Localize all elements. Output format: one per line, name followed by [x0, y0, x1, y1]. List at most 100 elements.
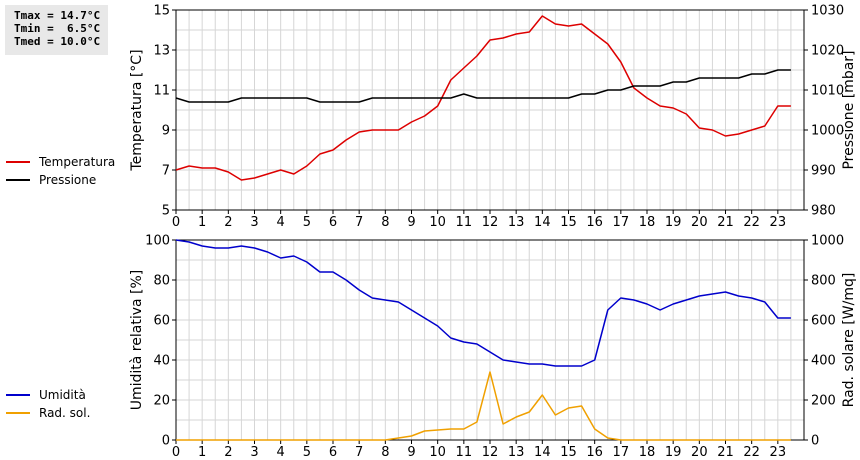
legend-item-umidita: Umidità: [6, 386, 90, 404]
y-tick-label-left: 20: [153, 394, 170, 409]
x-tick-label: 14: [534, 445, 551, 460]
legend-label-umidita: Umidità: [39, 388, 86, 402]
x-tick-label: 9: [407, 215, 415, 230]
y-tick-label-left: 15: [153, 4, 170, 19]
x-tick-label: 2: [224, 445, 232, 460]
x-tick-label: 1: [198, 445, 206, 460]
x-tick-label: 23: [770, 445, 787, 460]
y-tick-label-right: 1000: [811, 124, 844, 139]
legend-label-pressione: Pressione: [39, 173, 97, 187]
y-tick-label-right: 400: [811, 354, 836, 369]
x-tick-label: 21: [717, 215, 734, 230]
x-tick-label: 10: [429, 215, 446, 230]
y-tick-label-left: 60: [153, 314, 170, 329]
tmax-text: Tmax = 14.7°C: [14, 9, 101, 22]
series-line-2: [176, 371, 791, 441]
x-tick-label: 11: [456, 445, 473, 460]
x-tick-label: 12: [482, 445, 499, 460]
y-tick-label-right: 980: [811, 204, 836, 219]
y-tick-label-left: 0: [162, 434, 170, 449]
x-tick-label: 15: [560, 215, 577, 230]
y-tick-label-right: 1010: [811, 84, 844, 99]
x-tick-label: 17: [613, 445, 630, 460]
x-tick-label: 13: [508, 215, 525, 230]
legend-swatch-umidita: [6, 394, 30, 396]
legend-swatch-pressione: [6, 179, 30, 181]
y-tick-label-right: 0: [811, 434, 819, 449]
x-tick-label: 12: [482, 215, 499, 230]
chart-panel-1: 0 1 2 3 4 5 6 7 8 9 10 11 12 13 14 15 16 17 18 19 20 21 22 2357…: [129, 4, 857, 231]
x-tick-label: 18: [639, 215, 656, 230]
x-tick-label: 3: [250, 445, 258, 460]
legend-item-radsol: Rad. sol.: [6, 404, 90, 422]
x-tick-label: 21: [717, 445, 734, 460]
x-tick-label: 6: [329, 445, 337, 460]
y-tick-label-left: 80: [153, 274, 170, 289]
x-tick-label: 20: [691, 445, 708, 460]
legend-item-pressione: Pressione: [6, 171, 115, 189]
series-line-1: [175, 239, 791, 367]
y-tick-label-right: 600: [811, 314, 836, 329]
y-tick-label-left: 5: [162, 204, 170, 219]
y-axis-title-left: Temperatura [°C]: [129, 49, 145, 171]
y-tick-label-right: 1030: [811, 4, 844, 19]
x-tick-label: 9: [407, 445, 415, 460]
x-tick-label: 0: [172, 215, 180, 230]
x-tick-label: 3: [250, 215, 258, 230]
x-tick-label: 6: [329, 215, 337, 230]
x-tick-label: 4: [277, 445, 285, 460]
x-tick-label: 2: [224, 215, 232, 230]
y-tick-label-left: 13: [153, 44, 170, 59]
series-line-1: [175, 15, 791, 181]
y-axis-title-right: Pressione [mbar]: [841, 50, 857, 169]
x-tick-label: 20: [691, 215, 708, 230]
x-tick-label: 22: [743, 215, 760, 230]
x-tick-label: 13: [508, 445, 525, 460]
y-tick-label-left: 40: [153, 354, 170, 369]
x-tick-label: 8: [381, 215, 389, 230]
y-axis-title-left: Umidità relativa [%]: [129, 270, 145, 411]
legend-swatch-radsol: [6, 412, 30, 414]
y-tick-label-left: 11: [153, 84, 170, 99]
x-tick-label: 16: [586, 445, 603, 460]
x-tick-label: 23: [770, 215, 787, 230]
y-axis-title-right: Rad. solare [W/mq]: [841, 273, 857, 408]
tmed-text: Tmed = 10.0°C: [14, 35, 101, 48]
legend-top: Temperatura Pressione: [6, 153, 115, 189]
x-tick-label: 8: [381, 445, 389, 460]
x-tick-label: 10: [429, 445, 446, 460]
chart-panel-2: 0 1 2 3 4 5 6 7 8 9 10 11 12 13 14 15 16 17 18 19 20 21 22 2302…: [129, 234, 857, 460]
y-tick-label-right: 1000: [811, 234, 844, 249]
legend-label-temperatura: Temperatura: [39, 155, 116, 169]
x-tick-label: 19: [665, 445, 682, 460]
legend-item-temperatura: Temperatura: [6, 153, 115, 171]
y-tick-label-left: 9: [162, 124, 170, 139]
x-tick-label: 17: [613, 215, 630, 230]
y-tick-label-right: 800: [811, 274, 836, 289]
x-tick-label: 5: [303, 215, 311, 230]
x-tick-label: 18: [639, 445, 656, 460]
x-tick-label: 5: [303, 445, 311, 460]
x-tick-label: 7: [355, 445, 363, 460]
x-tick-label: 16: [586, 215, 603, 230]
stats-box: Tmax = 14.7°C Tmin = 6.5°C Tmed = 10.0°C: [5, 5, 108, 55]
y-tick-label-right: 1020: [811, 44, 844, 59]
tmin-text: Tmin = 6.5°C: [14, 22, 101, 35]
y-tick-label-left: 100: [145, 234, 170, 249]
x-tick-label: 7: [355, 215, 363, 230]
x-tick-label: 22: [743, 445, 760, 460]
y-tick-label-left: 7: [162, 164, 170, 179]
legend-swatch-temperatura: [6, 161, 30, 163]
x-tick-label: 0: [172, 445, 180, 460]
x-tick-label: 11: [456, 215, 473, 230]
legend-label-radsol: Rad. sol.: [39, 406, 91, 420]
x-tick-label: 14: [534, 215, 551, 230]
series-line-2: [175, 69, 791, 103]
x-tick-label: 1: [198, 215, 206, 230]
y-tick-label-right: 990: [811, 164, 836, 179]
x-tick-label: 19: [665, 215, 682, 230]
y-tick-label-right: 200: [811, 394, 836, 409]
legend-bottom: Umidità Rad. sol.: [6, 386, 90, 422]
x-tick-label: 15: [560, 445, 577, 460]
x-tick-label: 4: [277, 215, 285, 230]
